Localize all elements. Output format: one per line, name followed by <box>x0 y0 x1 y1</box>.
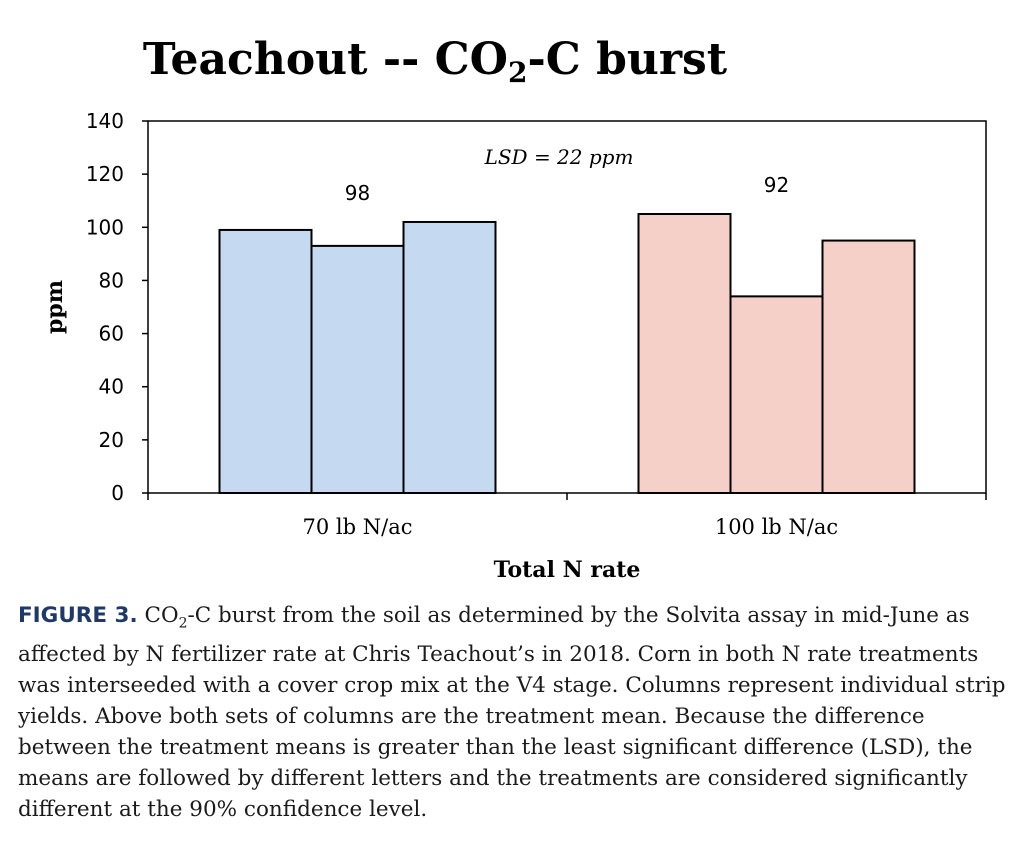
mean-label: 98 <box>345 181 370 205</box>
y-tick-label: 0 <box>111 481 124 505</box>
x-axis-label: Total N rate <box>494 557 641 583</box>
mean-label: 92 <box>764 173 789 197</box>
y-tick-label: 80 <box>99 268 124 292</box>
y-axis-label: ppm <box>42 280 68 334</box>
y-tick-label: 40 <box>99 375 124 399</box>
y-tick-label: 20 <box>99 428 124 452</box>
bar <box>637 213 732 494</box>
bar <box>821 239 916 494</box>
bar <box>729 295 824 494</box>
bar <box>402 220 497 494</box>
y-tick-label: 120 <box>86 162 124 186</box>
chart-title: Teachout -- CO2-C burst <box>0 34 870 89</box>
title-suffix: -C burst <box>527 34 728 85</box>
caption-subscript: 2 <box>178 615 188 632</box>
y-tick-label: 60 <box>99 322 124 346</box>
x-category-label: 70 lb N/ac <box>303 515 413 539</box>
bar <box>218 228 313 494</box>
caption-text-b: -C burst from the soil as determined by … <box>18 603 1006 823</box>
y-tick-label: 140 <box>86 109 124 133</box>
title-subscript: 2 <box>508 56 528 89</box>
caption-text-a: CO <box>144 603 179 628</box>
figure-label: FIGURE 3. <box>18 603 138 628</box>
y-tick-label: 100 <box>86 215 124 239</box>
figure-caption: FIGURE 3. CO2-C burst from the soil as d… <box>18 600 1018 825</box>
title-prefix: Teachout -- CO <box>142 34 509 85</box>
x-category-label: 100 lb N/ac <box>715 515 838 539</box>
lsd-annotation: LSD = 22 ppm <box>484 145 634 169</box>
bar <box>310 244 405 494</box>
bar-chart: 0 20 40 60 80 100 120 140 ppm 98 70 lb N/ac 92 100 l… <box>42 109 987 583</box>
